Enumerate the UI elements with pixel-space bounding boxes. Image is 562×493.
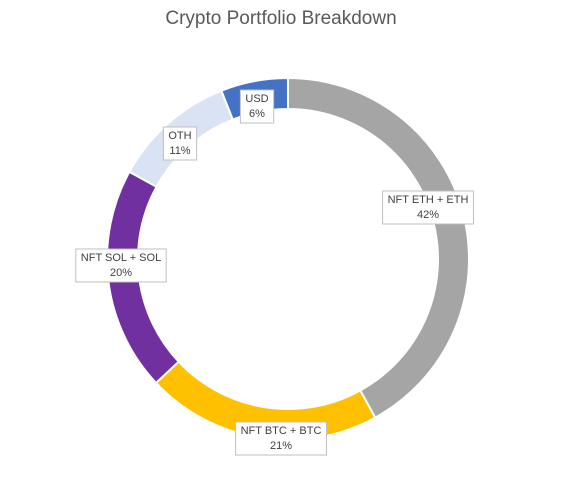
chart-title: Crypto Portfolio Breakdown: [165, 8, 397, 29]
data-label-nft-sol-sol: NFT SOL + SOL 20%: [75, 248, 167, 283]
data-label-value: 6%: [249, 108, 265, 120]
data-label-nft-btc-btc: NFT BTC + BTC 21%: [235, 421, 327, 456]
data-label-value: 42%: [417, 209, 439, 221]
data-label-box: [75, 248, 167, 283]
data-label-category: OTH: [168, 130, 191, 142]
data-label-box: [382, 190, 474, 225]
data-label-oth: OTH 11%: [162, 126, 198, 161]
data-label-category: NFT SOL + SOL: [81, 252, 161, 264]
data-label-value: 21%: [270, 440, 292, 452]
slice-labels: NFT ETH + ETH 42% NFT BTC + BTC 21% NFT SOL …: [75, 89, 474, 456]
data-label-box: [235, 421, 327, 456]
data-label-category: NFT BTC + BTC: [241, 425, 322, 437]
data-label-nft-eth-eth: NFT ETH + ETH 42%: [382, 190, 474, 225]
data-label-category: USD: [245, 93, 268, 105]
donut-slice-nft-eth-eth: [287, 76, 470, 419]
data-label-box: [162, 126, 198, 161]
data-label-value: 11%: [169, 145, 190, 157]
data-label-usd: USD 6%: [239, 89, 275, 124]
data-label-category: NFT ETH + ETH: [388, 194, 469, 206]
data-label-box: [239, 89, 275, 124]
data-label-value: 20%: [110, 267, 132, 279]
